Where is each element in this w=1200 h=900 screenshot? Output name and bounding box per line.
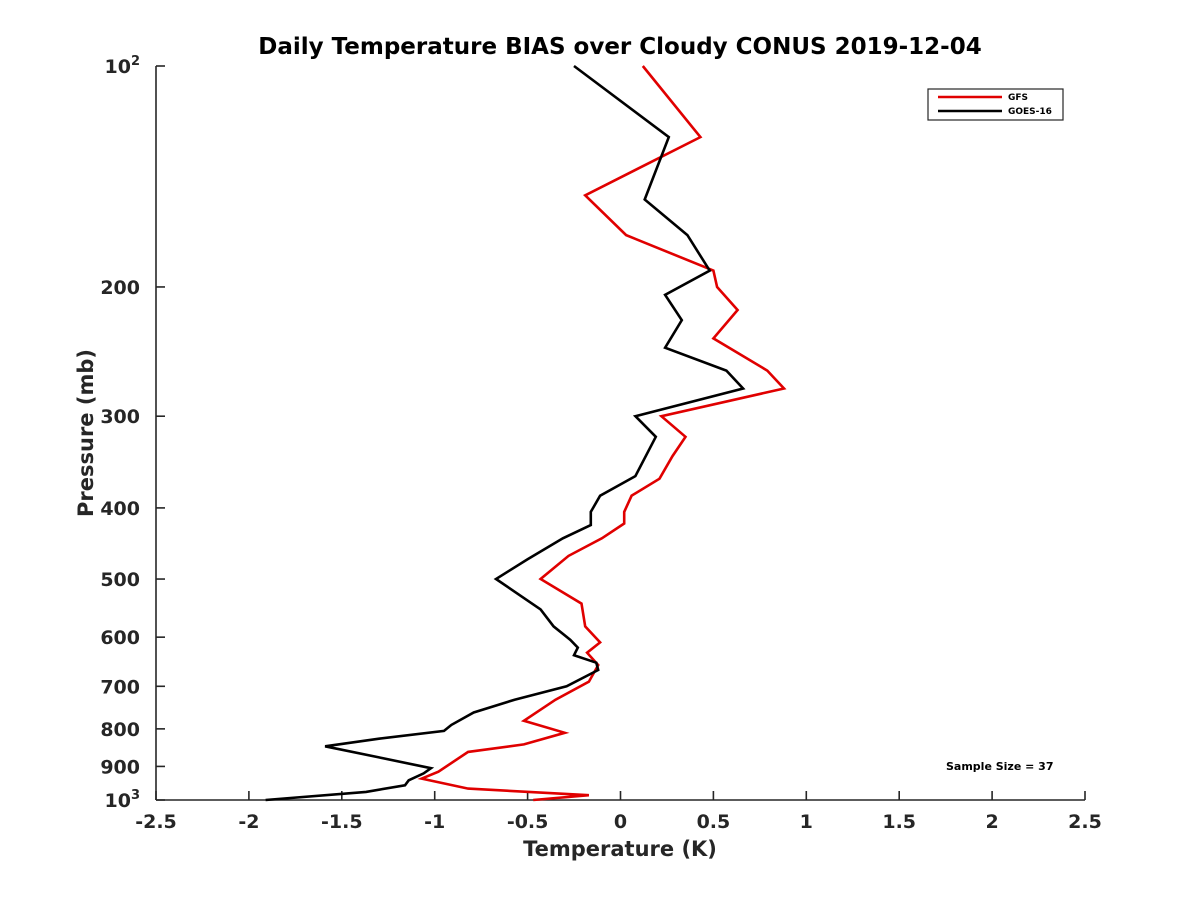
plot-area: -2.5 -2 -1.5 -1 -0.5 0 0.5 1 1.5 2 2.5 102 200 300 40… <box>100 54 1102 833</box>
x-tick-label: 0 <box>614 811 627 833</box>
x-axis-ticks: -2.5 -2 -1.5 -1 -0.5 0 0.5 1 1.5 2 2.5 <box>135 791 1102 833</box>
x-tick-label: -0.5 <box>507 811 549 833</box>
x-tick-label: 1.5 <box>882 811 916 833</box>
x-tick-label: -2.5 <box>135 811 177 833</box>
y-tick-label: 300 <box>100 406 140 428</box>
y-tick-label: 700 <box>100 676 140 698</box>
y-tick-label: 200 <box>100 277 140 299</box>
x-tick-label: 2.5 <box>1068 811 1102 833</box>
series-line-goes-16 <box>265 64 746 802</box>
y-tick-label: 103 <box>105 788 141 812</box>
x-tick-label: 2 <box>985 811 998 833</box>
x-axis-label: Temperature (K) <box>523 837 717 861</box>
y-tick-label: 400 <box>100 498 140 520</box>
legend-label-goes-16: GOES-16 <box>1008 107 1052 117</box>
series-lines <box>265 64 787 802</box>
x-tick-label: -2 <box>238 811 259 833</box>
y-tick-label: 900 <box>100 756 140 778</box>
sample-size-note: Sample Size = 37 <box>946 760 1053 773</box>
y-tick-label: 800 <box>100 719 140 741</box>
y-tick-label: 500 <box>100 569 140 591</box>
x-tick-label: -1.5 <box>321 811 363 833</box>
chart-title: Daily Temperature BIAS over Cloudy CONUS… <box>258 34 981 60</box>
x-tick-label: 1 <box>800 811 813 833</box>
x-tick-label: -1 <box>424 811 445 833</box>
series-line-gfs <box>417 65 787 802</box>
legend-box <box>927 88 1064 121</box>
legend: GFS GOES-16 <box>927 88 1064 121</box>
y-tick-label: 102 <box>105 54 141 78</box>
y-tick-label: 600 <box>100 627 140 649</box>
y-axis-label: Pressure (mb) <box>74 349 98 517</box>
y-axis-ticks: 102 200 300 400 500 600 700 800 900 103 <box>100 54 165 812</box>
legend-label-gfs: GFS <box>1008 93 1028 103</box>
x-tick-label: 0.5 <box>697 811 731 833</box>
